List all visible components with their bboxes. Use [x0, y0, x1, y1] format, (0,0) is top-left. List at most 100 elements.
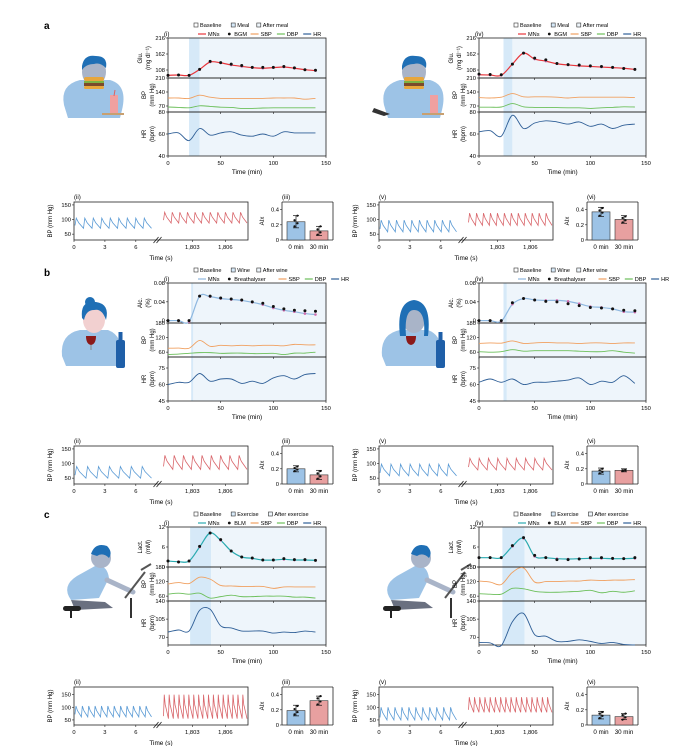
y-tick-label: 108 [155, 68, 165, 74]
series-reference-point [166, 73, 170, 77]
y-tick-label: 150 [61, 447, 71, 453]
y-tick-label: 150 [61, 693, 71, 699]
y-tick-label: 120 [466, 336, 476, 342]
legend-phase-label: Meal [557, 23, 569, 29]
y-tick-label: 80 [470, 110, 476, 116]
y-axis-label-bp-unit: (mm Hg) [150, 328, 156, 351]
y-tick-label: 210 [155, 76, 165, 82]
subpanel-label: (ii) [74, 438, 81, 445]
subpanel-label: (ii) [74, 679, 81, 686]
legend-series-label: SBP [261, 32, 272, 38]
legend-phase-label: Wine [557, 268, 570, 274]
y-axis-label: Alc. [449, 298, 455, 308]
y-tick-label: 12 [159, 525, 165, 531]
series-reference-point [282, 307, 286, 311]
legend-series-label: SBP [261, 521, 272, 527]
series-reference-point [477, 72, 481, 76]
y-tick-label: 180 [155, 321, 165, 327]
y-axis-label: (mg dl⁻¹) [457, 46, 463, 70]
subpanel-label: (v) [379, 194, 386, 201]
x-tick-label: 6 [439, 489, 442, 495]
legend-phase-label: Exercise [237, 512, 258, 518]
legend-phase-label: Baseline [520, 23, 541, 29]
waveform-frame [378, 686, 554, 726]
legend-phase-label: Baseline [520, 512, 541, 518]
data-point [319, 695, 322, 698]
legend-marker-dot [227, 277, 231, 281]
y-tick-label: 150 [366, 693, 376, 699]
aix-bar-chart-a-vi: (vi) 0 0.2 0.4 AIx 0 min 30 min [565, 194, 639, 251]
y-tick-label: 100 [61, 218, 71, 224]
waveform-before-line [74, 216, 152, 230]
data-point [598, 214, 601, 217]
y-tick-label: 100 [366, 705, 376, 711]
legend-phase-swatch [550, 22, 556, 28]
series-reference-point [499, 73, 503, 77]
legend-series-label: MNs [528, 521, 540, 527]
legend-series-label: BGM [234, 32, 247, 38]
x-tick-label: 6 [439, 730, 442, 736]
x-axis-label: Time (min) [547, 169, 577, 176]
x-tick-label: 6 [134, 730, 137, 736]
x-tick-label: 30 min [615, 729, 634, 736]
legend-marker-dot [547, 32, 551, 36]
series-reference-point [240, 555, 244, 559]
series-reference-point [292, 66, 296, 70]
y-axis-label: Alc. [138, 298, 144, 308]
series-reference-point [499, 319, 503, 323]
x-tick-label: 1,803 [185, 245, 200, 251]
legend-series-label: SBP [581, 521, 592, 527]
x-tick-label: 1,806 [218, 489, 233, 495]
y-tick-label: 0.4 [271, 693, 280, 699]
series-reference-point [250, 556, 254, 560]
x-tick-label: 0 [72, 489, 75, 495]
legend-phase-label: After meal [583, 23, 609, 29]
legend-phase-swatch [550, 267, 556, 273]
series-reference-point [611, 307, 615, 311]
series-reference-point [577, 63, 581, 67]
data-point [296, 214, 299, 217]
subpanel-label: (i) [164, 31, 170, 38]
legend-phase-swatch [268, 511, 273, 517]
y-axis-label-bp: BP [142, 336, 148, 344]
y-tick-label: 0.2 [271, 223, 279, 229]
series-dbp-line [167, 592, 316, 599]
x-tick-label: 3 [408, 245, 411, 251]
y-axis-label-hr-unit: (bpm) [150, 126, 156, 142]
x-axis-label: Time (s) [454, 740, 477, 746]
y-tick-label: 0.2 [576, 708, 584, 714]
x-tick-label: 50 [217, 161, 223, 167]
x-tick-label: 0 min [593, 729, 609, 736]
y-tick-label: 140 [466, 90, 476, 96]
series-reference-point [588, 64, 592, 68]
series-reference-point [271, 558, 275, 562]
subpanel-label: (v) [379, 438, 386, 445]
waveform-frame [73, 686, 249, 726]
y-tick-label: 60 [159, 132, 165, 138]
data-point [319, 475, 322, 478]
data-point [296, 468, 299, 471]
y-tick-label: 140 [155, 90, 165, 96]
legend-series-label: MNs [528, 277, 540, 283]
data-point [319, 225, 322, 228]
series-reference-point [282, 557, 286, 561]
legend-series-label: HR [633, 521, 641, 527]
data-point [293, 225, 296, 228]
axis-break-icon [153, 721, 162, 729]
person-cycling-icon [63, 545, 152, 618]
series-reference-point [166, 559, 170, 563]
y-tick-label: 150 [61, 203, 71, 209]
legend-phase-label: Baseline [200, 512, 221, 518]
x-axis-label: Time (min) [547, 658, 577, 665]
subplot-frame [167, 600, 327, 646]
series-reference-point [292, 558, 296, 562]
y-tick-label: 100 [366, 462, 376, 468]
legend-series-label: MNs [208, 521, 220, 527]
y-tick-label: 162 [466, 52, 476, 58]
y-tick-label: 6 [162, 545, 165, 551]
x-tick-label: 30 min [310, 729, 329, 736]
data-point [293, 469, 296, 473]
series-reference-point [599, 306, 603, 310]
series-mns-point [566, 300, 570, 303]
x-tick-label: 100 [585, 650, 595, 656]
